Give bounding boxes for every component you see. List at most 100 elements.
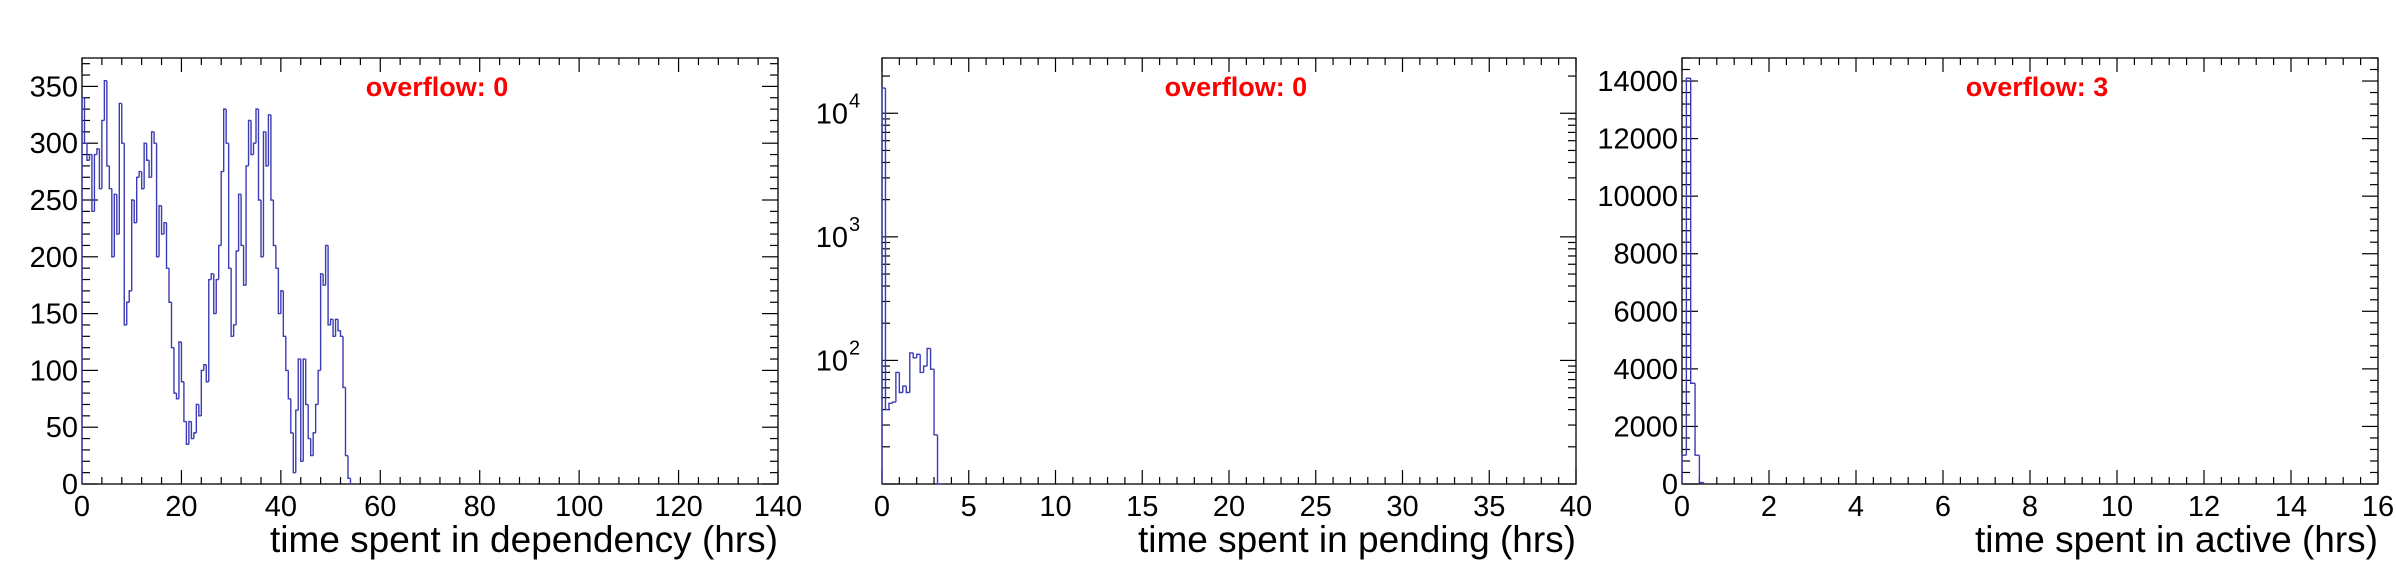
histogram-bin xyxy=(193,432,197,439)
histogram-bin xyxy=(307,404,311,440)
histogram-bin xyxy=(933,369,938,436)
histogram-bin xyxy=(250,120,254,156)
y-tick-label-exponent: 3 xyxy=(849,214,860,236)
histogram-bin xyxy=(188,420,192,445)
histogram-bin xyxy=(881,87,886,484)
histogram-bin xyxy=(240,194,244,247)
x-tick-label: 2 xyxy=(1761,491,1777,523)
histogram-bin xyxy=(919,354,924,374)
histogram-bin xyxy=(118,102,122,235)
histogram-bin xyxy=(302,358,306,462)
histogram-bin xyxy=(131,199,135,291)
histogram-bin xyxy=(300,359,304,462)
histogram-bin xyxy=(922,365,928,373)
histogram-bin xyxy=(884,88,889,411)
histogram-bin xyxy=(332,319,336,338)
y-tick-label-base: 10 xyxy=(816,98,848,130)
overflow-annotation: overflow: 0 xyxy=(1165,72,1308,102)
x-tick-label: 80 xyxy=(464,491,496,523)
histogram-bin xyxy=(101,119,105,189)
histogram-bin xyxy=(929,348,935,370)
plot-frame xyxy=(1681,57,2379,485)
histogram-bin xyxy=(148,160,152,178)
histogram-bin xyxy=(1681,454,1687,484)
histogram-bin xyxy=(275,245,279,269)
x-tick-label: 35 xyxy=(1473,491,1505,523)
histogram-bin xyxy=(198,404,202,417)
x-tick-label: 10 xyxy=(1039,491,1071,523)
histogram-bin xyxy=(215,278,219,314)
x-tick-label: 140 xyxy=(754,491,802,523)
histogram-bin xyxy=(175,393,179,400)
histogram-bin xyxy=(230,268,234,338)
histogram-bin xyxy=(317,369,321,405)
histogram-bin xyxy=(342,336,346,389)
histogram-bin xyxy=(123,143,127,326)
histogram-bin xyxy=(108,165,112,190)
y-tick-label: 0 xyxy=(1662,469,1678,501)
histogram-bin xyxy=(160,205,165,235)
histogram-bin xyxy=(173,347,177,394)
histogram-bin xyxy=(252,142,256,155)
y-tick-label: 8000 xyxy=(1613,239,1678,271)
histogram-bin xyxy=(210,273,214,280)
histogram-bin xyxy=(106,80,110,167)
histogram-bin xyxy=(235,250,239,325)
x-tick-label: 30 xyxy=(1386,491,1418,523)
x-tick-label: 40 xyxy=(1560,491,1592,523)
histogram-bin xyxy=(138,170,142,178)
x-tick-label: 16 xyxy=(2362,491,2394,523)
x-tick-label: 0 xyxy=(1674,491,1690,523)
y-tick-label: 6000 xyxy=(1613,296,1678,328)
histogram-bin xyxy=(237,193,242,252)
histogram-bin xyxy=(183,381,187,423)
histogram-bin xyxy=(111,188,115,258)
histogram-bin xyxy=(297,358,301,411)
histogram-bins xyxy=(81,80,352,484)
histogram-bin xyxy=(222,108,227,172)
histogram-bins xyxy=(881,87,941,485)
histogram-bin xyxy=(135,176,140,223)
histogram-bin xyxy=(272,200,276,247)
x-tick-label: 20 xyxy=(165,491,197,523)
histogram-bin xyxy=(902,385,907,393)
histogram-bin xyxy=(319,273,324,371)
x-tick-label: 120 xyxy=(654,491,702,523)
y-tick-label-base: 10 xyxy=(816,222,848,254)
y-tick-label: 0 xyxy=(62,469,78,501)
x-tick-label: 15 xyxy=(1126,491,1158,523)
histogram-bin xyxy=(116,194,120,235)
y-tick-label: 100 xyxy=(30,355,78,387)
histogram-bin xyxy=(203,364,207,371)
histogram-bin xyxy=(337,319,341,332)
histogram-bin xyxy=(936,434,941,485)
x-tick-label: 20 xyxy=(1213,491,1245,523)
y-tick-label-base: 10 xyxy=(816,345,848,377)
histogram-bin xyxy=(344,387,348,457)
histogram-bin xyxy=(86,143,90,161)
histogram-bin xyxy=(150,131,155,178)
x-tick-label: 40 xyxy=(265,491,297,523)
histogram-bin xyxy=(225,109,229,144)
histogram-bin xyxy=(200,369,204,416)
histogram-bin xyxy=(285,336,289,372)
x-tick-label: 6 xyxy=(1935,491,1951,523)
histogram-bin xyxy=(324,244,329,286)
histogram-bin xyxy=(282,290,286,338)
y-tick-label: 200 xyxy=(30,242,78,274)
active-time-histogram-panel: 0 2 4 6 8 10 12 14 16 0 2000 4000 6000 8000 10000 12000… xyxy=(1597,57,2394,560)
histogram-bin xyxy=(153,131,157,144)
y-tick-label-exponent: 2 xyxy=(849,337,860,359)
histogram-bin xyxy=(1685,77,1691,456)
x-tick-label: 4 xyxy=(1848,491,1864,523)
y-tick-label: 150 xyxy=(30,299,78,331)
plot-frame xyxy=(881,57,1577,485)
histogram-bin xyxy=(91,154,95,213)
histogram-bin xyxy=(133,200,137,224)
histogram-bin xyxy=(265,131,269,167)
y-tick-label: 4000 xyxy=(1613,354,1678,386)
histogram-bin xyxy=(305,359,309,406)
histogram-bin xyxy=(165,222,169,269)
histogram-bin xyxy=(168,268,172,303)
histogram-bin xyxy=(155,143,160,258)
